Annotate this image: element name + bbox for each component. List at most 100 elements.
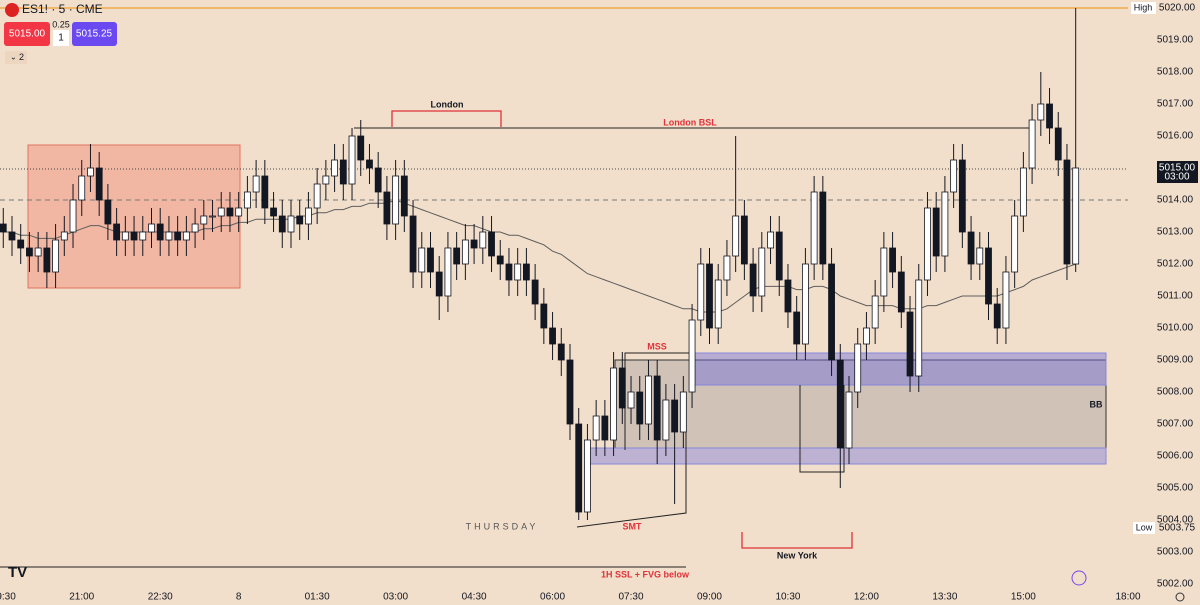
candle-body [461,239,469,265]
qty-box[interactable] [53,30,69,46]
x-tick-label: 07:30 [619,592,644,603]
candle-body [863,327,870,345]
candle-body [400,175,408,217]
candle-body [531,279,539,305]
candle-body [17,239,25,249]
candle-body [714,279,722,329]
candle-body [810,191,818,265]
candle-body [488,231,495,257]
low-price: 5003.75 [1159,523,1196,534]
candle-body [871,295,879,329]
candle-body [653,375,661,441]
candle-body [775,231,783,281]
bid[interactable]: 5015.00 [9,29,46,40]
candle-body [366,159,373,169]
x-tick-label: 18:00 [1115,592,1140,603]
session-bracket [741,532,853,549]
candle-body [287,215,295,233]
y-tick-label: 5002.00 [1157,579,1194,590]
candle-body [139,231,147,241]
candle-body [540,303,548,329]
candle-body [897,271,905,313]
candle-body [409,215,417,273]
ask[interactable]: 5015.25 [76,29,113,40]
candle-body [819,191,827,265]
indicator-toggle[interactable] [5,51,27,64]
high-price: 5020.00 [1159,3,1196,14]
candle-body [836,359,844,449]
candle-body [723,255,731,281]
annotation: THURSDAY [466,521,539,531]
candle-body [8,231,16,241]
candle-body [0,223,7,233]
candle-body [496,255,504,265]
annotation: MSS [647,341,667,351]
candle-body [78,175,86,201]
candle-body [793,311,801,345]
sell-button[interactable] [4,22,50,46]
candle-body [453,247,461,265]
candle-body [618,367,626,409]
alert-icon[interactable] [1071,570,1087,586]
candle-body [828,263,835,361]
candle-body [941,191,949,257]
settings-icon[interactable] [1175,592,1185,602]
x-tick-label: 06:00 [540,592,565,603]
candle-body [444,247,452,297]
candle-body [697,263,705,321]
header: ES1! · 5 · CME 5015.00 0.25 1 5015.25 ⌄ … [4,2,1185,602]
candle-body [69,199,77,233]
y-tick-label: 5006.00 [1157,451,1194,462]
y-tick-label: 5017.00 [1157,99,1194,110]
session-bracket [391,110,502,127]
y-tick-label: 5007.00 [1157,419,1194,430]
candle-body [557,343,565,361]
fvg-band [689,352,1107,386]
candle-body [784,279,792,313]
candle-body [121,231,129,241]
qty[interactable]: 1 [58,33,64,44]
spread: 0.25 [52,19,70,29]
candle-body [52,239,59,273]
candle-body [270,207,277,217]
x-tick-label: 22:30 [148,592,173,603]
high-tag [1131,2,1156,14]
candle-body [200,215,208,225]
y-tick-label: 5010.00 [1157,323,1194,334]
y-tick-label: 5003.00 [1157,547,1194,558]
candle-body [906,311,914,377]
candle-body [601,415,609,441]
symbol-icon [5,3,19,17]
y-tick-label: 5012.00 [1157,259,1194,270]
candle-body [575,423,583,513]
candle-body [174,231,182,241]
candle-body [732,215,740,257]
candle-body [209,215,216,218]
candle-body [688,319,696,393]
candle-body [148,223,155,233]
candle-body [1002,271,1010,329]
plot [0,8,1080,520]
annotation: New York [777,550,818,560]
candle-body [889,247,896,273]
candle-body [671,399,679,433]
y-tick-label: 5014.00 [1157,195,1194,206]
y-tick-label: 5011.00 [1157,291,1193,302]
low-name: Low [1136,522,1153,532]
x-tick-label: 03:00 [383,592,408,603]
low-tag [1133,522,1155,534]
drawings: London London BSL MSS BB SMT THURSDAY Ne… [0,7,1128,579]
candle-body [374,167,382,193]
buy-button[interactable] [72,22,117,46]
y-tick-label: 5016.00 [1157,131,1194,142]
y-tick-label: 5004.00 [1157,515,1194,526]
candle-body [383,191,391,225]
countdown: 03:00 [1164,172,1189,183]
indicator-count[interactable]: 2 [19,52,24,62]
candle-body [749,263,757,297]
candle-body [156,223,164,241]
moving-average [3,199,1076,313]
candle-body [113,223,121,241]
candle-body [1037,103,1045,121]
